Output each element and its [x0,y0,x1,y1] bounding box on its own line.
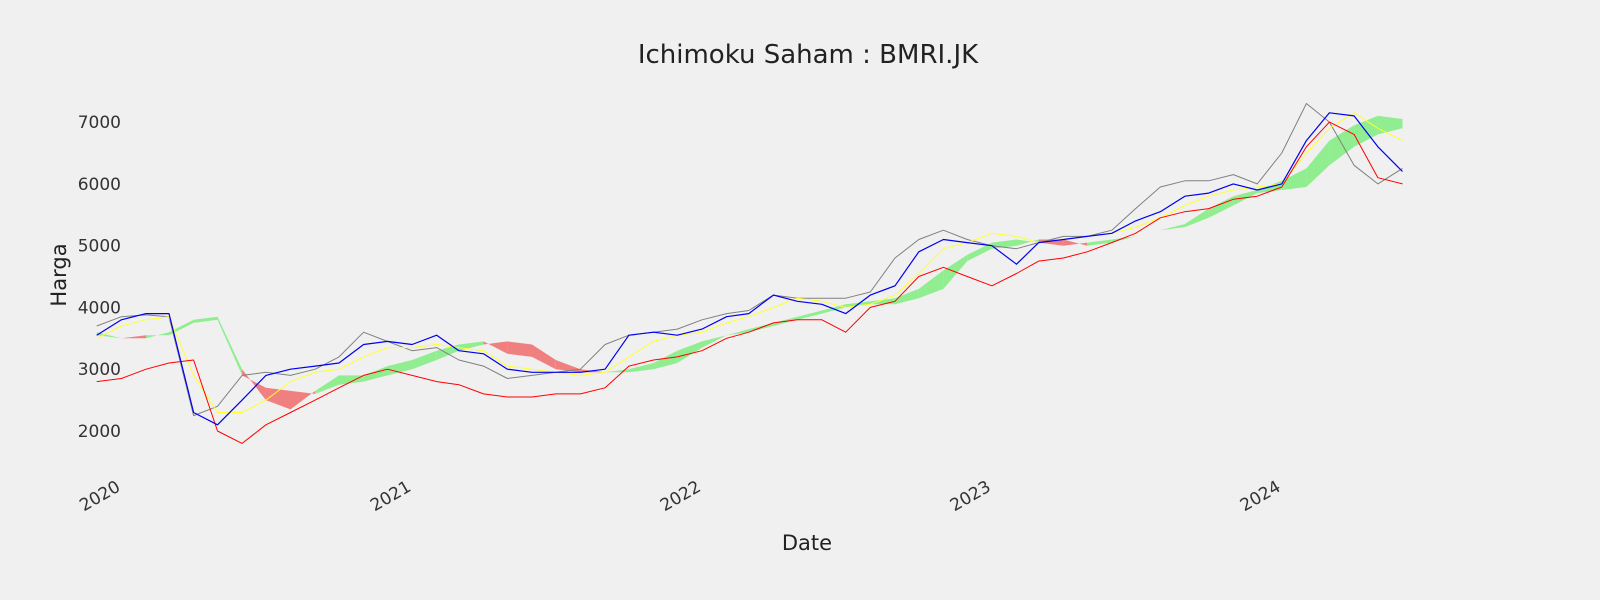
chikou-span-line [96,121,1403,444]
tenkan-sen-line [96,112,1403,413]
cloud-segment-bullish [1329,125,1355,166]
y-tick-label: 2000 [78,422,121,442]
cloud-segment-bearish [483,341,508,354]
cloud-segment-bullish [146,332,169,339]
cloud-segment-bullish [677,341,702,363]
cloud-segment-bullish [363,366,388,382]
cloud-segment-bullish [217,316,243,376]
kijun-sen-line [96,103,1403,417]
cloud-segment-bullish [918,270,944,299]
cloud-segment-bullish [412,350,437,370]
y-tick-label: 6000 [78,175,121,195]
cloud-segment-bullish [1306,140,1330,187]
cloud-segment-bullish [1111,236,1136,243]
x-axis-label: Date [782,531,832,555]
cloud-segment-bearish [242,369,266,401]
cloud-segment-bullish [797,310,822,320]
cloud-segment-bearish [555,360,581,373]
cloud-segment-bearish [532,344,556,370]
cloud-segment-bullish [1160,224,1185,231]
cloud-segment-bearish [265,387,291,410]
y-tick-label: 7000 [78,113,121,133]
cloud-segment-bullish [653,350,678,370]
cloud-segment-bullish [1016,239,1039,246]
cloud-segment-bullish [1184,208,1209,228]
close-price-line [96,112,1403,426]
cloud-segment-bullish [1087,239,1112,246]
cloud-segment-bullish [315,375,339,394]
cloud-segment-bearish [507,341,532,357]
cloud-segment-bullish [96,332,122,339]
cloud-segment-bullish [339,375,364,385]
chart-title: Ichimoku Saham : BMRI.JK [638,40,979,70]
y-axis-label: Harga [47,243,71,306]
cloud-segment-bearish [290,390,316,410]
plot-area [96,103,1403,444]
cloud-segment-bullish [895,288,919,305]
cloud-segment-bullish [387,360,413,376]
y-tick-label: 5000 [78,237,121,257]
cloud-segment-bullish [436,344,459,360]
y-axis-ticks: 2000 3000 4000 5000 6000 7000 [78,113,121,442]
cloud-segment-bullish [702,335,727,348]
cloud-segment-bearish [121,335,146,339]
y-tick-label: 4000 [78,298,121,318]
cloud-segment-bullish [628,363,654,373]
cloud-segment-bullish [1281,168,1307,190]
cloud-segment-bullish [967,242,992,262]
cloud-segment-bullish [726,329,749,336]
y-tick-label: 3000 [78,360,121,380]
cloud-segment-bullish [1377,115,1403,135]
cloud-segment-bullish [193,316,218,323]
cloud-segment-bearish [1063,239,1088,246]
